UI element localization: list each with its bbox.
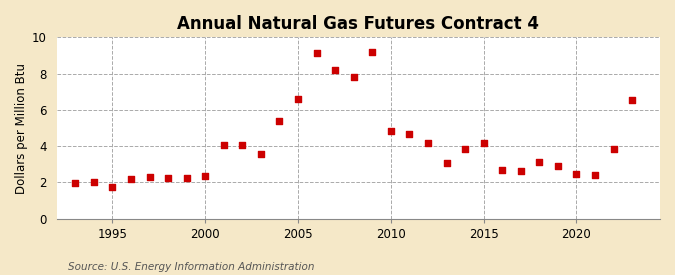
Title: Annual Natural Gas Futures Contract 4: Annual Natural Gas Futures Contract 4: [178, 15, 539, 33]
Point: [293, 97, 304, 101]
Point: [423, 140, 433, 145]
Point: [182, 176, 192, 180]
Point: [348, 75, 359, 79]
Point: [571, 172, 582, 176]
Y-axis label: Dollars per Million Btu: Dollars per Million Btu: [15, 62, 28, 194]
Point: [330, 68, 341, 73]
Point: [441, 161, 452, 166]
Point: [163, 176, 173, 180]
Point: [256, 152, 267, 156]
Point: [107, 185, 118, 189]
Point: [553, 164, 564, 168]
Point: [479, 141, 489, 146]
Point: [274, 119, 285, 123]
Point: [590, 173, 601, 177]
Point: [516, 169, 526, 173]
Point: [627, 98, 638, 103]
Point: [144, 175, 155, 179]
Point: [126, 177, 136, 181]
Point: [404, 132, 415, 137]
Point: [200, 173, 211, 178]
Point: [497, 168, 508, 172]
Point: [219, 143, 230, 147]
Point: [534, 160, 545, 164]
Text: Source: U.S. Energy Information Administration: Source: U.S. Energy Information Administ…: [68, 262, 314, 272]
Point: [311, 51, 322, 55]
Point: [367, 50, 378, 54]
Point: [70, 181, 81, 186]
Point: [608, 147, 619, 152]
Point: [460, 147, 470, 151]
Point: [385, 128, 396, 133]
Point: [88, 180, 99, 184]
Point: [237, 142, 248, 147]
